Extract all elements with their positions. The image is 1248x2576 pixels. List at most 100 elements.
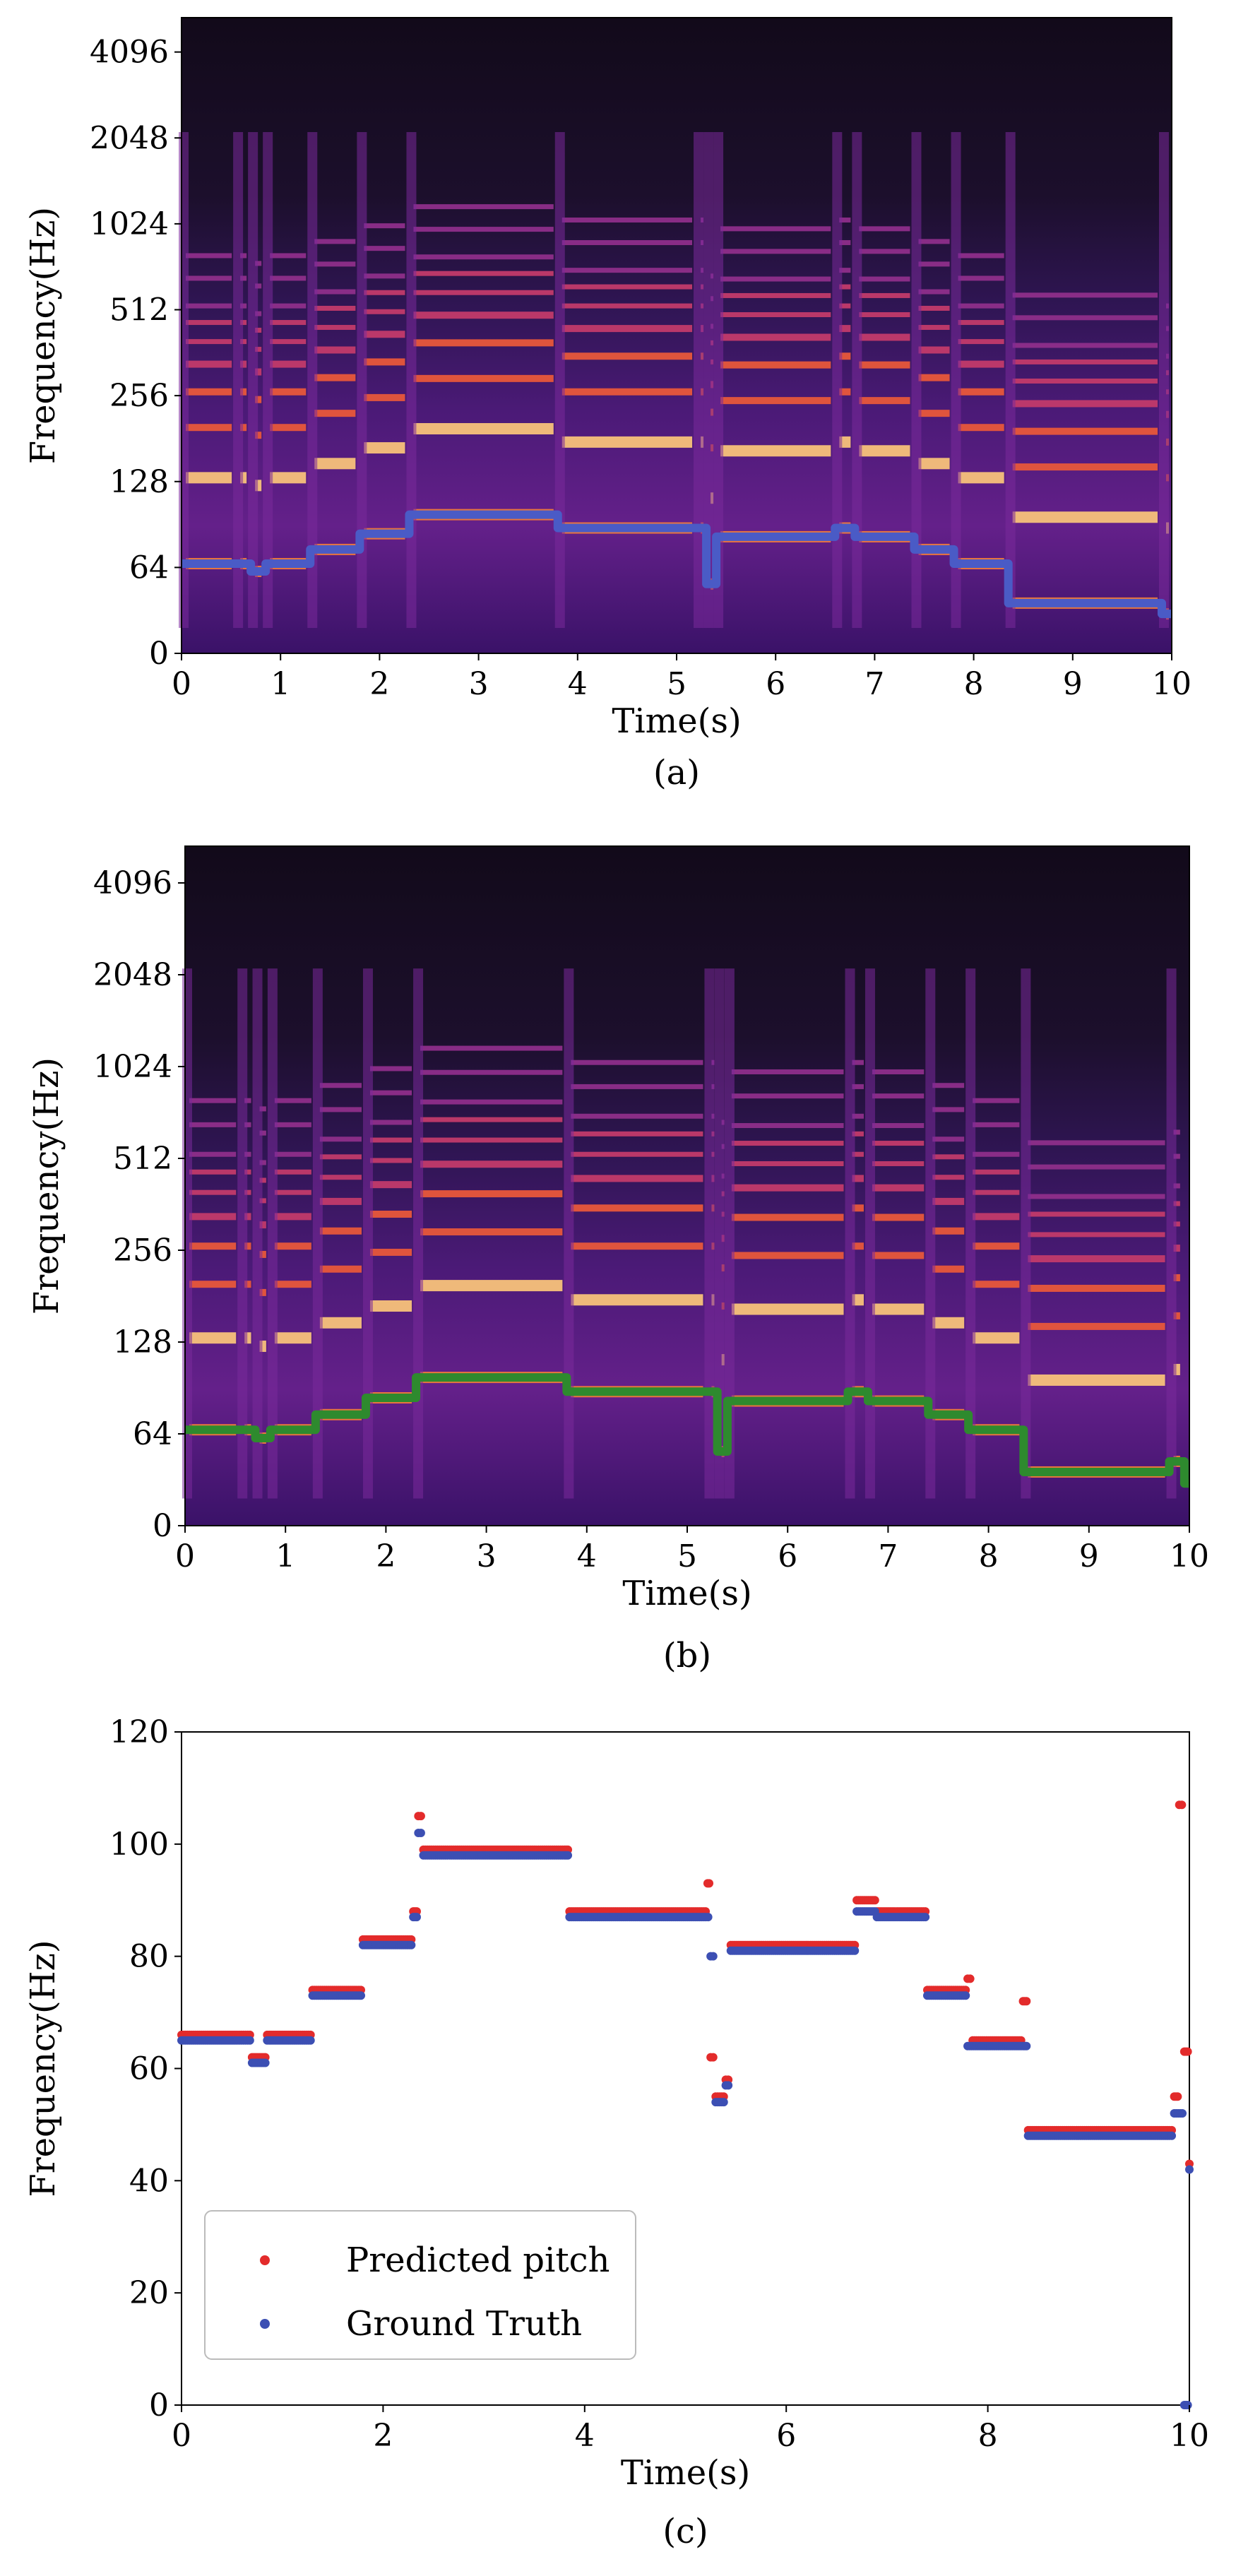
harmonic-band	[314, 305, 356, 311]
x-tick-label: 8	[979, 1538, 999, 1574]
onset-burst	[1166, 968, 1177, 1499]
harmonic-band	[255, 432, 262, 439]
harmonic-band	[859, 361, 910, 369]
harmonic-band	[420, 1069, 563, 1075]
y-tick-label: 60	[129, 2051, 169, 2087]
ground-truth-point	[1167, 2131, 1177, 2140]
onset-burst	[925, 968, 936, 1499]
harmonic-band	[186, 472, 232, 484]
harmonic-band	[872, 1069, 925, 1074]
x-tick-label: 3	[477, 1538, 497, 1574]
harmonic-band	[413, 227, 554, 232]
harmonic-band	[413, 290, 554, 295]
harmonic-band	[1012, 378, 1158, 384]
harmonic-band	[259, 1288, 266, 1296]
harmonic-band	[186, 303, 232, 309]
ground-truth-point	[724, 2081, 733, 2090]
harmonic-band	[571, 1060, 703, 1065]
y-axis-label: Frequency(Hz)	[23, 207, 63, 464]
harmonic-band	[561, 352, 693, 360]
harmonic-band	[872, 1184, 925, 1192]
harmonic-band	[859, 276, 910, 282]
x-axis-label: Time(s)	[622, 1574, 751, 1613]
x-tick-label: 5	[677, 1538, 697, 1574]
harmonic-band	[413, 204, 554, 210]
ground-truth-point	[719, 2098, 728, 2107]
harmonic-band	[561, 325, 693, 333]
harmonic-band	[420, 1161, 563, 1168]
harmonic-band	[852, 1113, 864, 1119]
harmonic-band	[1173, 1153, 1180, 1159]
onset-burst	[1005, 132, 1016, 628]
onset-burst	[248, 132, 258, 628]
harmonic-band	[1012, 400, 1158, 408]
harmonic-band	[270, 253, 307, 259]
harmonic-band	[918, 239, 950, 244]
harmonic-band	[319, 1265, 362, 1273]
harmonic-band	[364, 331, 405, 338]
harmonic-band	[186, 253, 232, 259]
harmonic-band	[364, 442, 405, 454]
legend-label: Predicted pitch	[346, 2240, 610, 2280]
harmonic-band	[189, 1151, 237, 1157]
harmonic-band	[369, 1181, 412, 1189]
harmonic-band	[918, 346, 950, 354]
spectrogram-background	[185, 846, 1189, 1526]
harmonic-band	[314, 289, 356, 295]
harmonic-band	[872, 1161, 925, 1166]
harmonic-band	[274, 1169, 311, 1175]
harmonic-band	[859, 312, 910, 318]
onset-burst	[406, 132, 417, 628]
harmonic-band	[731, 1069, 844, 1074]
onset-burst	[965, 968, 976, 1499]
harmonic-band	[958, 360, 1004, 368]
y-tick-label: 512	[113, 1141, 172, 1177]
onset-burst	[357, 132, 367, 628]
harmonic-band	[852, 1175, 864, 1182]
harmonic-band	[364, 290, 405, 295]
onset-burst	[263, 132, 273, 628]
ground-truth-point	[1022, 2041, 1031, 2050]
harmonic-band	[413, 311, 554, 319]
harmonic-band	[973, 1242, 1020, 1250]
spectrogram-background	[182, 18, 1172, 653]
harmonic-band	[720, 276, 831, 282]
harmonic-band	[1028, 1284, 1165, 1292]
harmonic-band	[1012, 427, 1158, 435]
harmonic-band	[973, 1169, 1020, 1175]
harmonic-band	[420, 1045, 563, 1051]
harmonic-band	[571, 1204, 703, 1212]
x-tick-label: 4	[568, 666, 588, 702]
harmonic-band	[973, 1098, 1020, 1103]
harmonic-band	[274, 1281, 311, 1288]
harmonic-band	[872, 1213, 925, 1221]
harmonic-band	[1173, 1245, 1180, 1252]
harmonic-band	[189, 1122, 237, 1127]
harmonic-band	[852, 1060, 864, 1065]
harmonic-band	[1028, 1194, 1165, 1199]
harmonic-band	[244, 1332, 251, 1344]
harmonic-band	[973, 1122, 1020, 1127]
harmonic-band	[932, 1136, 965, 1142]
spectrogram-panel: 0 1 2 3 4 5 6 7 8 9 10 0 64 128 256 512 1024 2048 4096 Time…	[23, 17, 1191, 793]
harmonic-band	[731, 1213, 844, 1221]
harmonic-band	[244, 1281, 251, 1288]
harmonic-band	[314, 410, 356, 417]
harmonic-band	[189, 1189, 237, 1195]
harmonic-band	[932, 1317, 965, 1329]
y-tick-label: 256	[113, 1233, 172, 1269]
harmonic-band	[255, 328, 262, 333]
harmonic-band	[189, 1242, 237, 1250]
harmonic-band	[420, 1137, 563, 1143]
x-tick-label: 10	[1170, 1538, 1209, 1574]
harmonic-band	[918, 305, 950, 311]
harmonic-band	[932, 1227, 965, 1235]
harmonic-band	[369, 1248, 412, 1256]
spectrogram-panel: 0 1 2 3 4 5 6 7 8 9 10 0 64 128 256 512 1024 2048 4096 Time…	[27, 845, 1209, 1675]
onset-burst	[951, 132, 961, 628]
y-tick-label: 128	[109, 464, 169, 500]
harmonic-band	[259, 1160, 266, 1165]
harmonic-band	[319, 1083, 362, 1088]
predicted-pitch-point	[1173, 2092, 1182, 2101]
harmonic-band	[240, 388, 247, 396]
